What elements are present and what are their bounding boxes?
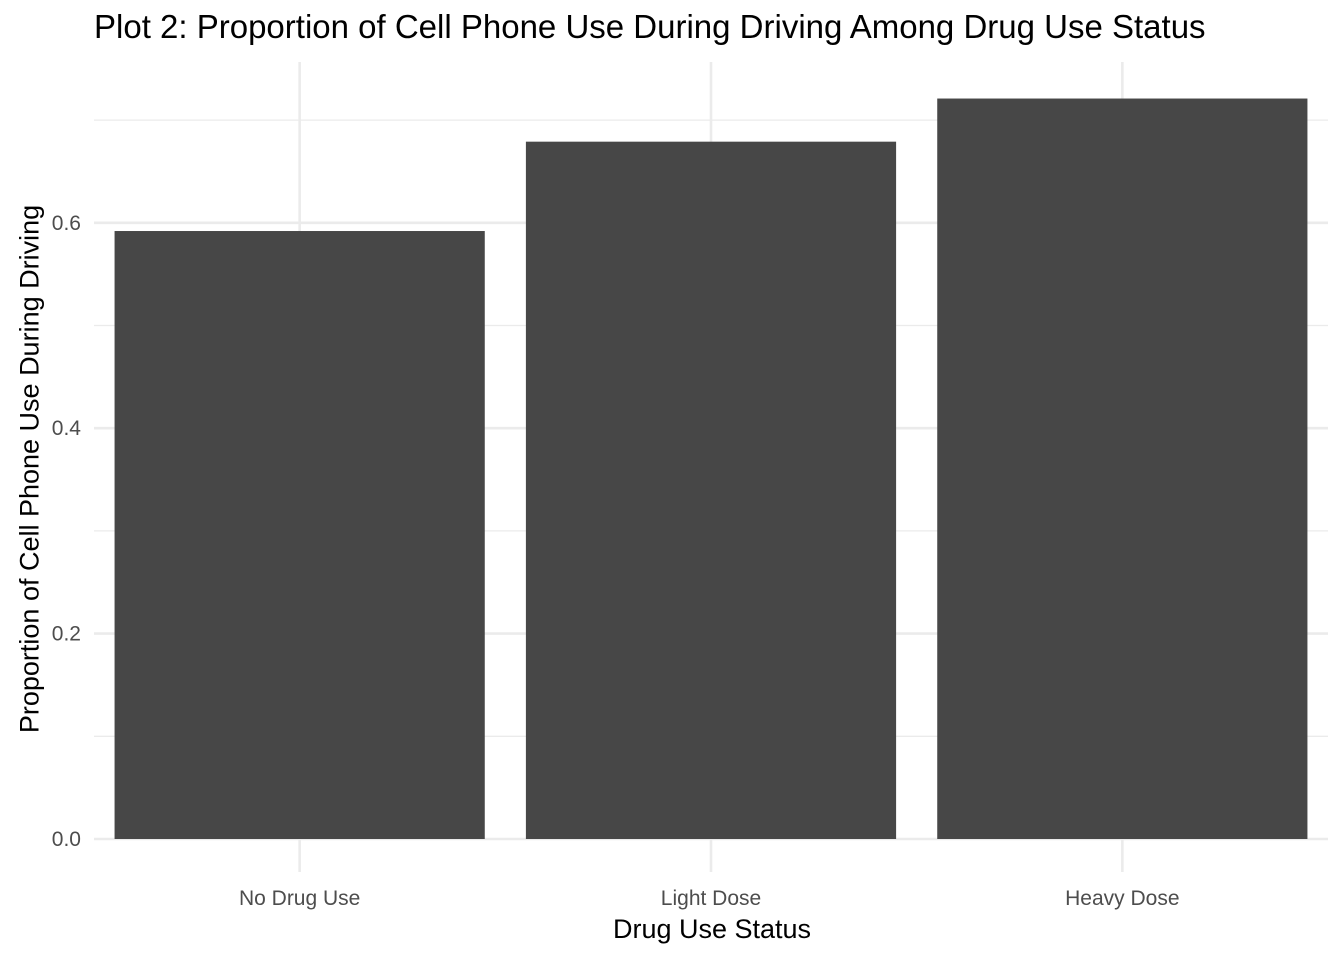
y-tick-label: 0.0 xyxy=(52,828,81,851)
y-tick-label: 0.6 xyxy=(52,212,81,235)
y-tick-label: 0.2 xyxy=(52,623,81,646)
bar-heavy-dose xyxy=(937,98,1308,839)
x-tick-label: Heavy Dose xyxy=(1065,887,1179,910)
y-tick-label: 0.4 xyxy=(52,417,82,440)
bar-no-drug-use xyxy=(114,231,485,840)
bar-light-dose xyxy=(525,141,897,840)
y-axis-title: Proportion of Cell Phone Use During Driv… xyxy=(14,204,45,734)
x-tick-label: No Drug Use xyxy=(239,887,360,910)
chart-title: Plot 2: Proportion of Cell Phone Use Dur… xyxy=(94,8,1206,45)
x-tick-label: Light Dose xyxy=(661,887,761,910)
x-axis-title: Drug Use Status xyxy=(612,914,812,944)
